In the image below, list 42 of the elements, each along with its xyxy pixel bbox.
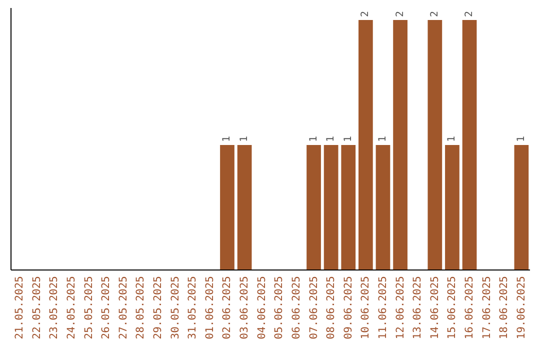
x-tick-label: 02.06.2025 — [221, 276, 234, 340]
x-tick-label: 31.05.2025 — [186, 276, 199, 340]
data-label: 2 — [464, 10, 476, 17]
data-label: 1 — [326, 136, 337, 142]
data-label: 1 — [516, 136, 527, 142]
x-tick-label: 12.06.2025 — [394, 276, 406, 340]
data-label: 2 — [360, 10, 372, 17]
x-tick-label: 16.06.2025 — [464, 276, 476, 340]
x-tick-label: 29.05.2025 — [152, 276, 164, 340]
x-tick-label: 17.06.2025 — [480, 276, 493, 340]
data-label: 1 — [308, 136, 320, 142]
x-tick-label: 18.06.2025 — [498, 276, 510, 340]
x-tick-label: 26.05.2025 — [100, 276, 112, 340]
x-tick-label: 08.06.2025 — [325, 276, 338, 340]
x-tick-label: 25.05.2025 — [82, 276, 95, 340]
x-tick-label: 06.06.2025 — [290, 276, 302, 340]
data-label: 1 — [377, 136, 388, 142]
x-tick-label: 01.06.2025 — [204, 276, 216, 340]
x-tick-label: 21.05.2025 — [14, 276, 26, 340]
x-tick-label: 04.06.2025 — [256, 276, 268, 340]
x-tick-label: 03.06.2025 — [238, 276, 251, 340]
data-label: 1 — [342, 136, 354, 142]
data-label: 1 — [446, 136, 458, 142]
x-tick-label: 07.06.2025 — [308, 276, 320, 340]
x-tick-label: 28.05.2025 — [134, 276, 147, 340]
x-tick-label: 19.06.2025 — [515, 276, 528, 340]
data-label: 1 — [239, 136, 250, 142]
x-tick-label: 05.06.2025 — [273, 276, 286, 340]
x-tick-label: 09.06.2025 — [342, 276, 354, 340]
data-label: 2 — [394, 10, 406, 17]
data-label: 1 — [222, 136, 233, 142]
data-label: 2 — [429, 10, 440, 17]
x-tick-label: 24.05.2025 — [65, 276, 78, 340]
x-tick-label: 27.05.2025 — [117, 276, 130, 340]
x-tick-label: 22.05.2025 — [30, 276, 43, 340]
x-tick-label: 14.06.2025 — [428, 276, 441, 340]
x-tick-label: 11.06.2025 — [376, 276, 389, 340]
x-tick-label: 10.06.2025 — [360, 276, 372, 340]
x-tick-label: 30.05.2025 — [169, 276, 182, 340]
x-tick-label: 23.05.2025 — [48, 276, 60, 340]
x-tick-label: 15.06.2025 — [446, 276, 458, 340]
x-tick-label: 13.06.2025 — [412, 276, 424, 340]
